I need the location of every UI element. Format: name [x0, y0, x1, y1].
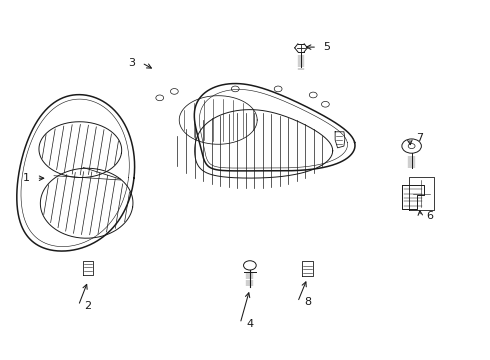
- Text: 6: 6: [427, 211, 434, 221]
- Text: 8: 8: [304, 297, 311, 307]
- Text: 1: 1: [23, 173, 30, 183]
- Text: 7: 7: [416, 133, 423, 143]
- Text: 2: 2: [85, 301, 92, 311]
- Text: 3: 3: [128, 58, 135, 68]
- Text: 4: 4: [246, 319, 253, 329]
- Text: 5: 5: [323, 42, 330, 52]
